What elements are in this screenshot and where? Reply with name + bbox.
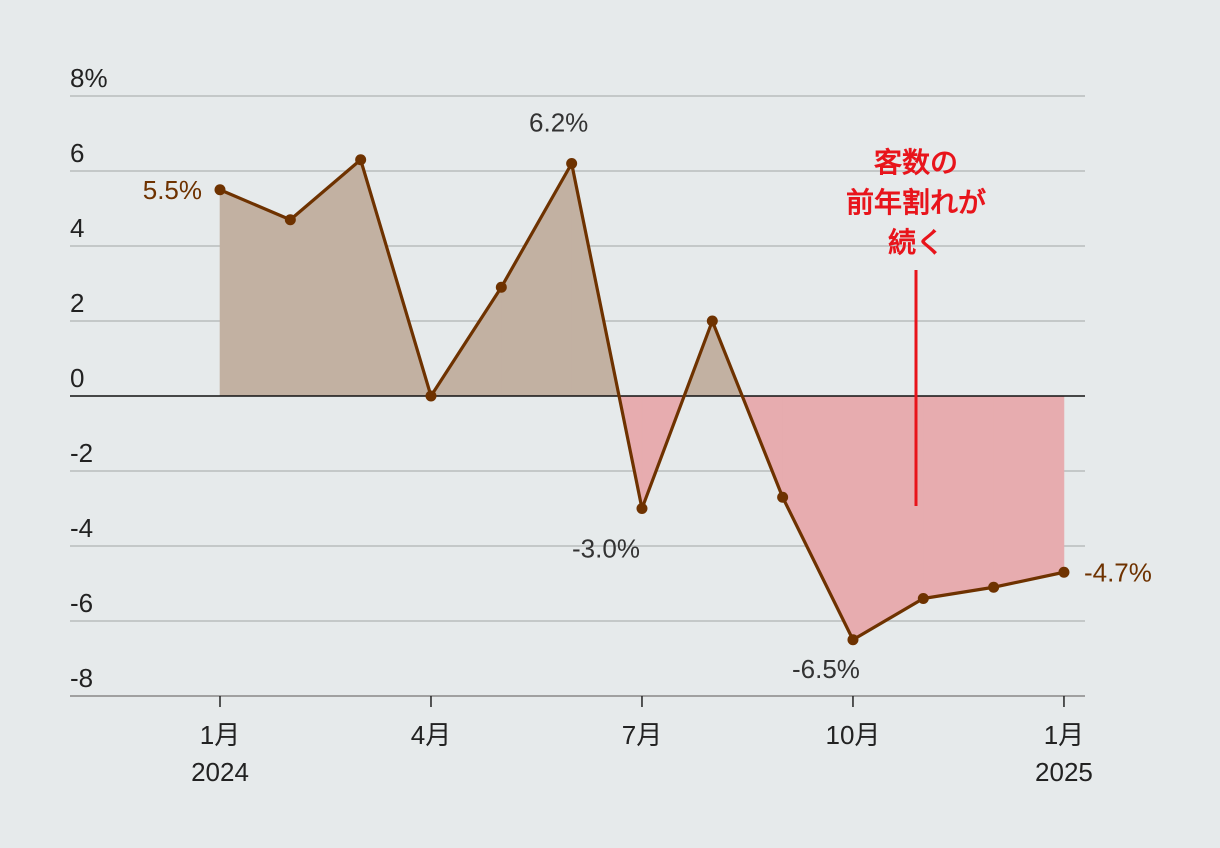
data-point	[566, 158, 578, 169]
y-tick-label: 0	[70, 363, 84, 393]
data-label: -3.0%	[572, 534, 640, 564]
data-point	[988, 581, 1000, 593]
x-tick-label: 7月	[622, 720, 662, 750]
data-point	[425, 390, 437, 402]
data-point	[917, 593, 929, 604]
data-label: -6.5%	[792, 654, 860, 684]
data-label: 6.2%	[529, 108, 588, 138]
negative-area	[923, 395, 994, 599]
labels: 5.5% 6.2% -3.0% -6.5% -4.7%	[143, 108, 1152, 684]
annotation-text: 続く	[888, 226, 944, 258]
data-label: -4.7%	[1084, 557, 1152, 587]
data-point	[706, 315, 718, 327]
positive-area	[501, 162, 572, 397]
data-label: 5.5%	[143, 175, 202, 205]
data-point	[1058, 566, 1070, 578]
y-tick-label: 4	[70, 213, 84, 243]
y-tick-label: -6	[70, 588, 93, 618]
y-tick-label: 2	[70, 288, 84, 318]
data-point	[355, 154, 367, 166]
y-tick-label: -2	[70, 438, 93, 468]
x-tick-year: 2025	[1035, 757, 1093, 787]
data-point	[284, 214, 296, 226]
negative-area	[993, 395, 1065, 588]
y-tick-label: -8	[70, 663, 93, 693]
data-point	[495, 281, 507, 293]
data-point	[636, 503, 648, 514]
annotation-text: 客数の	[874, 146, 958, 178]
x-tick-label: 1月	[200, 720, 240, 750]
series-points	[214, 154, 1070, 646]
x-tick-year: 2024	[191, 757, 249, 787]
y-tick-label: -4	[70, 513, 93, 543]
x-tick-label: 1月	[1044, 720, 1084, 750]
positive-area	[219, 189, 291, 397]
y-tick-label: 6	[70, 138, 84, 168]
data-point	[777, 491, 789, 503]
data-point	[214, 184, 226, 196]
positive-area	[290, 159, 361, 397]
x-tick-label: 4月	[411, 720, 451, 750]
y-tick-label: 8%	[70, 63, 108, 93]
x-tick-label: 10月	[826, 720, 881, 750]
data-point	[847, 634, 859, 646]
annotation-text: 前年割れが	[846, 186, 986, 218]
